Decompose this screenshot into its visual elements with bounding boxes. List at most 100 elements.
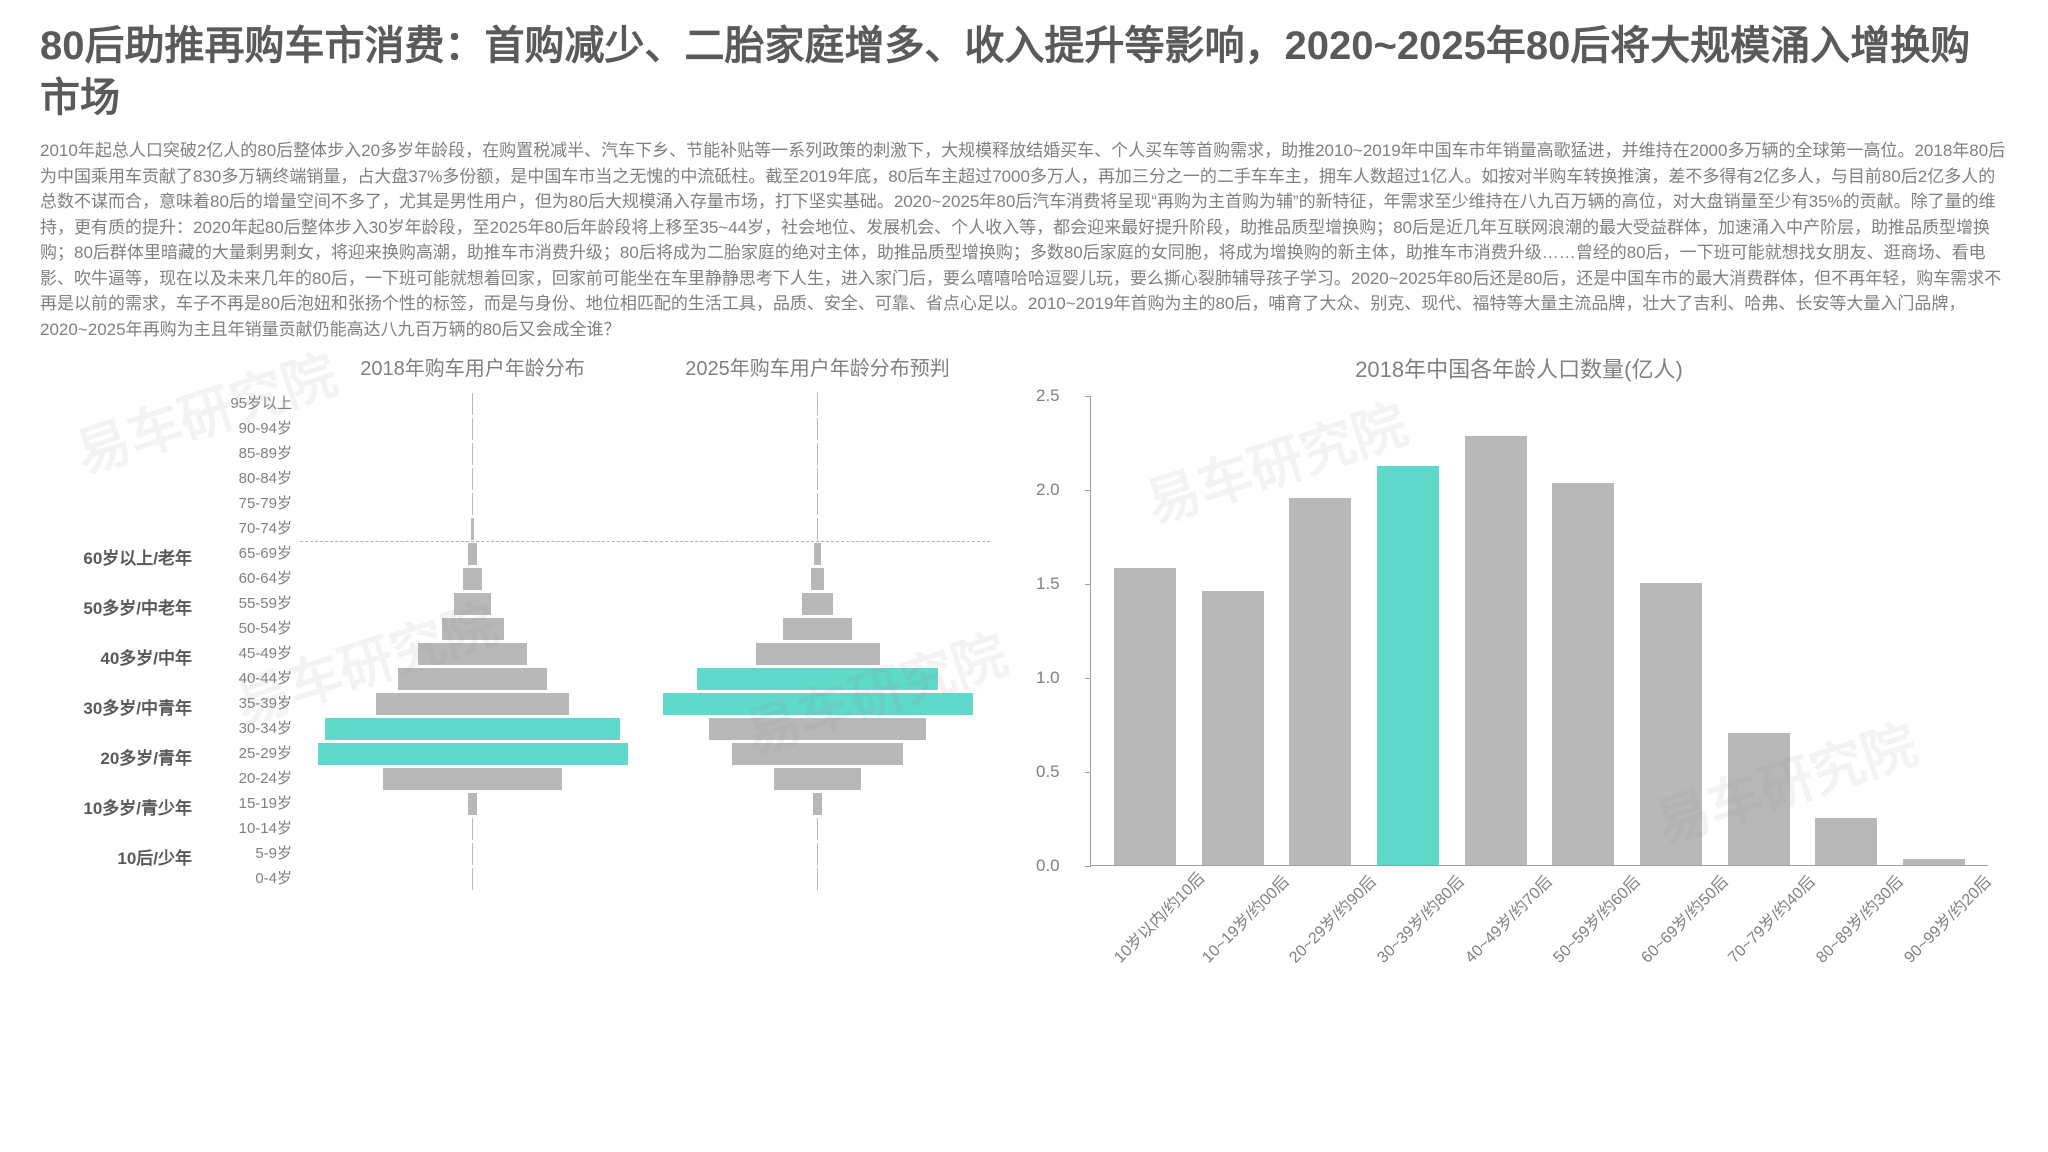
pyramid-bar — [818, 593, 834, 615]
pyramid-bar — [472, 393, 473, 415]
x-tick-label: 70~79岁/约40后 — [1722, 907, 1783, 968]
pyramid-bar — [473, 793, 478, 815]
pyramid-bar — [783, 618, 817, 640]
age-band-label: 75-79岁 — [200, 491, 300, 516]
pyramid-bar — [817, 518, 818, 540]
pyramid-bar — [472, 493, 473, 515]
decade-label: 20多岁/青年 — [100, 744, 192, 769]
pyramid-2018-title: 2018年购车用户年龄分布 — [300, 352, 645, 381]
pyramid-bar — [473, 718, 620, 740]
age-band-label: 65-69岁 — [200, 541, 300, 566]
population-bar — [1815, 818, 1877, 865]
pyramid-bar — [383, 768, 473, 790]
age-band-label: 5-9岁 — [200, 841, 300, 866]
pyramid-bar — [697, 668, 818, 690]
population-bar — [1903, 859, 1965, 865]
pyramid-charts: 2018年购车用户年龄分布 2025年购车用户年龄分布预判 60岁以上/老年 50… — [40, 352, 990, 898]
pyramid-bar — [817, 493, 818, 515]
population-bar — [1289, 498, 1351, 865]
population-bar — [1728, 733, 1790, 865]
pyramid-bar — [709, 718, 818, 740]
pyramid-bar — [817, 843, 818, 865]
x-tick-label: 90~99岁/约20后 — [1897, 907, 1958, 968]
age-band-label: 25-29岁 — [200, 741, 300, 766]
pyramid-bar — [473, 668, 547, 690]
population-bar — [1202, 591, 1264, 865]
pyramid-bar — [473, 518, 475, 540]
decade-label: 30多岁/中青年 — [83, 694, 192, 719]
decade-label: 50多岁/中老年 — [83, 594, 192, 619]
pyramid-bar — [398, 668, 472, 690]
pyramid-bar — [817, 418, 818, 440]
x-tick-label: 10岁以内/约10后 — [1107, 907, 1168, 968]
decade-label: 60岁以上/老年 — [83, 544, 192, 569]
pyramid-bar — [472, 868, 473, 890]
pyramid-bar — [472, 418, 473, 440]
pyramid-bar — [325, 718, 472, 740]
population-bar — [1552, 483, 1614, 865]
x-tick-label: 50~59岁/约60后 — [1546, 907, 1607, 968]
pyramid-bar — [472, 468, 473, 490]
pyramid-bar — [818, 668, 939, 690]
pyramid-bar — [732, 743, 817, 765]
population-bar — [1114, 568, 1176, 865]
x-tick-label: 20~29岁/约90后 — [1283, 907, 1344, 968]
decade-label: 10后/少年 — [117, 844, 192, 869]
y-tick-label: 1.0 — [1036, 668, 1060, 688]
pyramid-bar — [818, 643, 880, 665]
pyramid-bar — [818, 793, 823, 815]
pyramid-bar — [473, 543, 478, 565]
pyramid-bar — [818, 718, 927, 740]
pyramid-2025-title: 2025年购车用户年龄分布预判 — [645, 352, 990, 381]
age-band-label: 30-34岁 — [200, 716, 300, 741]
pyramid-bar — [756, 643, 818, 665]
pyramid-bar — [473, 693, 569, 715]
pyramid-bar — [472, 818, 473, 840]
pyramid-bar — [473, 568, 482, 590]
pyramid-bar — [818, 743, 903, 765]
pyramid-bar — [442, 618, 473, 640]
age-band-label: 20-24岁 — [200, 766, 300, 791]
pyramid-bar — [818, 568, 824, 590]
x-tick-label: 40~49岁/约70后 — [1458, 907, 1519, 968]
pyramid-bar — [802, 593, 818, 615]
y-tick-label: 0.0 — [1036, 856, 1060, 876]
pyramid-bar — [818, 618, 852, 640]
y-tick-label: 2.0 — [1036, 480, 1060, 500]
pyramid-bar — [454, 593, 473, 615]
x-tick-label: 80~89岁/约30后 — [1809, 907, 1870, 968]
age-band-label: 60-64岁 — [200, 566, 300, 591]
age-band-label: 70-74岁 — [200, 516, 300, 541]
population-bar — [1640, 583, 1702, 865]
pyramid-bar — [318, 743, 473, 765]
pyramid-bar — [472, 843, 473, 865]
population-bar — [1377, 466, 1439, 865]
x-tick-label: 10~19岁/约00后 — [1195, 907, 1256, 968]
pyramid-bar — [472, 443, 473, 465]
decade-label: 40多岁/中年 — [100, 644, 192, 669]
pyramid-bar — [818, 693, 973, 715]
pyramid-bar — [818, 768, 861, 790]
age-band-label: 40-44岁 — [200, 666, 300, 691]
x-tick-label: 30~39岁/约80后 — [1370, 907, 1431, 968]
pyramid-bar — [473, 618, 504, 640]
pyramid-bar — [817, 393, 818, 415]
pyramid-bar — [817, 868, 818, 890]
pyramid-bar — [463, 568, 472, 590]
population-bar-chart: 2018年中国各年龄人口数量(亿人) 0.00.51.01.52.02.5 10… — [990, 352, 2008, 898]
page-title: 80后助推再购车市消费：首购减少、二胎家庭增多、收入提升等影响，2020~202… — [40, 20, 2008, 124]
pyramid-bar — [473, 743, 628, 765]
age-band-label: 35-39岁 — [200, 691, 300, 716]
age-band-label: 15-19岁 — [200, 791, 300, 816]
pyramid-bar — [418, 643, 472, 665]
age-band-label: 80-84岁 — [200, 466, 300, 491]
x-tick-label: 60~69岁/约50后 — [1634, 907, 1695, 968]
y-tick-label: 0.5 — [1036, 762, 1060, 782]
y-tick-label: 1.5 — [1036, 574, 1060, 594]
pyramid-bar — [817, 818, 818, 840]
pyramid-bar — [818, 543, 821, 565]
pyramid-bar — [817, 468, 818, 490]
pyramid-bar — [473, 768, 563, 790]
pyramid-bar — [376, 693, 472, 715]
pyramid-bar — [817, 443, 818, 465]
